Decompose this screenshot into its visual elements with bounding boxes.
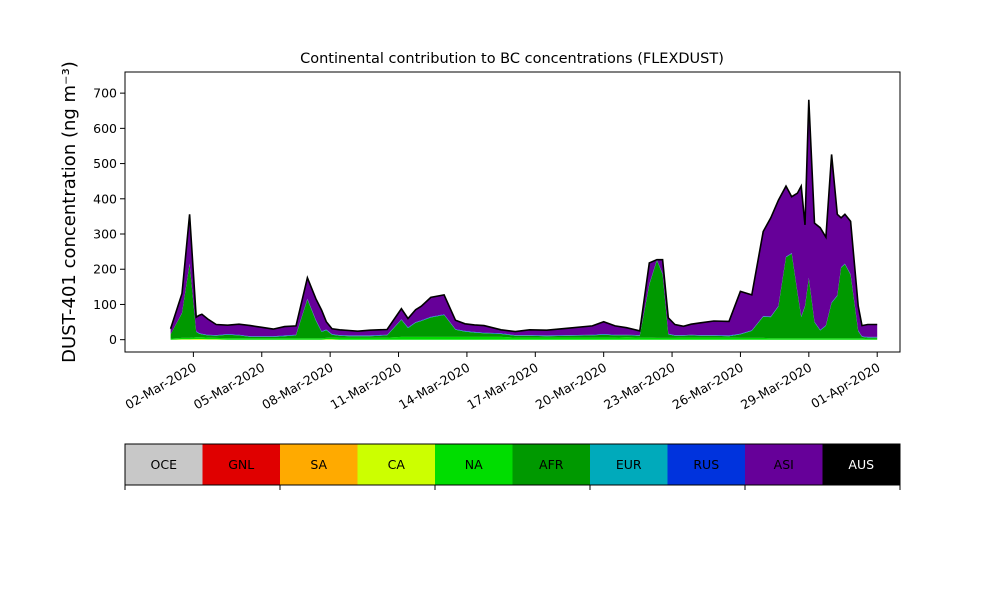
x-axis: 02-Mar-202005-Mar-202008-Mar-202011-Mar-… — [123, 352, 883, 412]
y-tick-label: 300 — [93, 227, 117, 242]
area-afr — [170, 253, 878, 339]
x-tick-label: 14-Mar-2020 — [396, 360, 472, 413]
y-tick-label: 500 — [93, 156, 117, 171]
stacked-areas — [170, 99, 878, 340]
chart-title: Continental contribution to BC concentra… — [300, 51, 724, 67]
y-tick-label: 600 — [93, 121, 117, 136]
y-axis: 0 100 200 300 400 500 600 700 — [93, 86, 125, 347]
legend-swatch-sa — [280, 444, 358, 485]
legend-label-ca: CA — [388, 457, 406, 472]
plot-area — [124, 71, 901, 353]
legend-swatch-afr — [512, 444, 590, 485]
legend-label-asi: ASI — [774, 457, 794, 472]
x-tick-label: 20-Mar-2020 — [533, 360, 609, 413]
legend-label-sa: SA — [310, 457, 327, 472]
legend-swatch-oce — [125, 444, 203, 485]
legend-colorbar: OCE GNL SA CA NA AFR EUR RUS ASI AUS — [124, 443, 901, 490]
legend-label-aus: AUS — [848, 457, 874, 472]
legend-swatch-ca — [357, 444, 435, 485]
x-tick-label: 29-Mar-2020 — [738, 360, 814, 413]
y-tick-label: 100 — [93, 297, 117, 312]
x-tick-label: 02-Mar-2020 — [123, 360, 199, 413]
y-tick-label: 200 — [93, 262, 117, 277]
total-outline — [169, 99, 878, 333]
y-tick-label: 400 — [93, 191, 117, 206]
y-tick-label: 700 — [93, 86, 117, 101]
x-tick-label: 23-Mar-2020 — [601, 360, 677, 413]
legend-label-rus: RUS — [693, 457, 719, 472]
x-tick-label: 17-Mar-2020 — [464, 360, 540, 413]
colorbar-frame — [124, 443, 901, 486]
legend-swatch-aus — [822, 444, 900, 485]
y-axis-label: DUST-401 concentration (ng m⁻³) — [59, 61, 80, 363]
x-tick-label: 26-Mar-2020 — [670, 360, 746, 413]
x-tick-label: 05-Mar-2020 — [191, 360, 267, 413]
x-tick-label: 11-Mar-2020 — [328, 360, 404, 413]
x-tick-label: 01-Apr-2020 — [808, 360, 882, 412]
legend-swatch-rus — [667, 444, 745, 485]
legend-label-na: NA — [465, 457, 483, 472]
legend-label-gnl: GNL — [228, 457, 254, 472]
legend-swatch-gnl — [202, 444, 280, 485]
legend-swatch-na — [435, 444, 513, 485]
legend-swatch-eur — [590, 444, 668, 485]
legend-swatch-asi — [745, 444, 823, 485]
legend-label-afr: AFR — [539, 457, 564, 472]
legend-label-eur: EUR — [616, 457, 642, 472]
legend-label-oce: OCE — [151, 457, 178, 472]
x-tick-label: 08-Mar-2020 — [259, 360, 335, 413]
y-tick-label: 0 — [109, 332, 117, 347]
